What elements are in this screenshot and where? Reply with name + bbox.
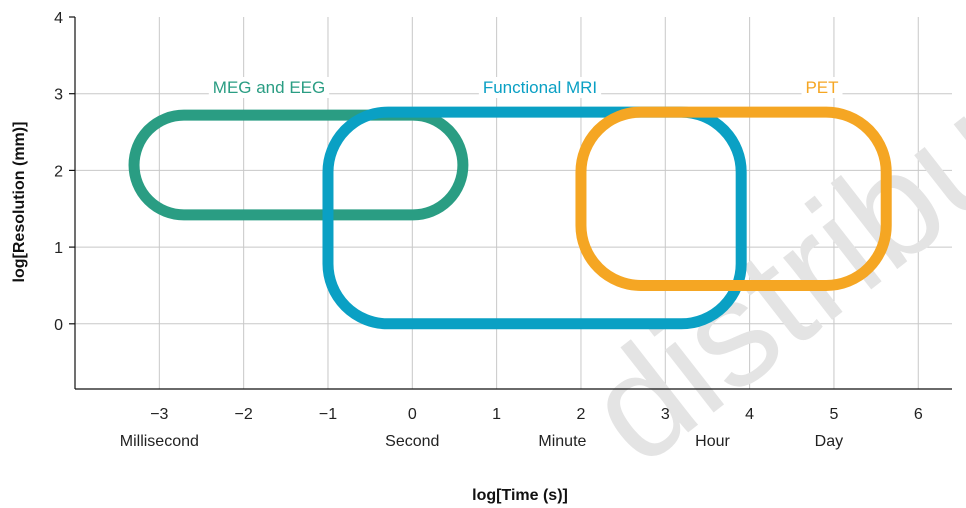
time-unit-label: Millisecond: [120, 433, 199, 450]
time-unit-label: Hour: [695, 433, 730, 450]
region-outline: [128, 109, 469, 221]
y-tick-label: 2: [54, 163, 63, 180]
x-axis-title: log[Time (s)]: [472, 487, 568, 504]
time-unit-label: Day: [815, 433, 843, 450]
regions: [128, 106, 892, 330]
x-tick-label: −2: [235, 406, 253, 423]
x-tick-label: −1: [319, 406, 337, 423]
region-outline: [575, 106, 892, 291]
y-tick-label: 0: [54, 317, 63, 334]
labels: MEG and EEG Functional MRI PET: [208, 77, 843, 98]
watermark-text: distribute: [556, 0, 966, 495]
y-tick-label: 3: [54, 87, 63, 104]
time-unit-label: Second: [385, 433, 439, 450]
y-tick-label: 4: [54, 10, 63, 27]
region-label: MEG and EEG: [213, 78, 325, 97]
x-tick-label: 0: [408, 406, 417, 423]
x-tick-label: 4: [745, 406, 754, 423]
region-label-background: [208, 77, 330, 98]
region-label-background: [478, 77, 602, 98]
y-tick-label: 1: [54, 240, 63, 257]
x-tick-label: 5: [829, 406, 838, 423]
time-unit-label: Minute: [538, 433, 586, 450]
region-label: PET: [805, 78, 838, 97]
x-tick-label: 2: [577, 406, 586, 423]
y-axis-title: log[Resolution (mm)]: [11, 122, 28, 283]
x-tick-label: −3: [150, 406, 168, 423]
x-tick-label: 6: [914, 406, 923, 423]
region-label-background: [801, 77, 843, 98]
region-outline: [322, 106, 747, 330]
region-label: Functional MRI: [483, 78, 597, 97]
axes: 0 1 2 3 4 −3 −2 −1 0 1 2 3 4 5 6 Millisecond Second Minut…: [54, 10, 952, 450]
x-tick-label: 1: [492, 406, 501, 423]
x-tick-label: 3: [661, 406, 670, 423]
